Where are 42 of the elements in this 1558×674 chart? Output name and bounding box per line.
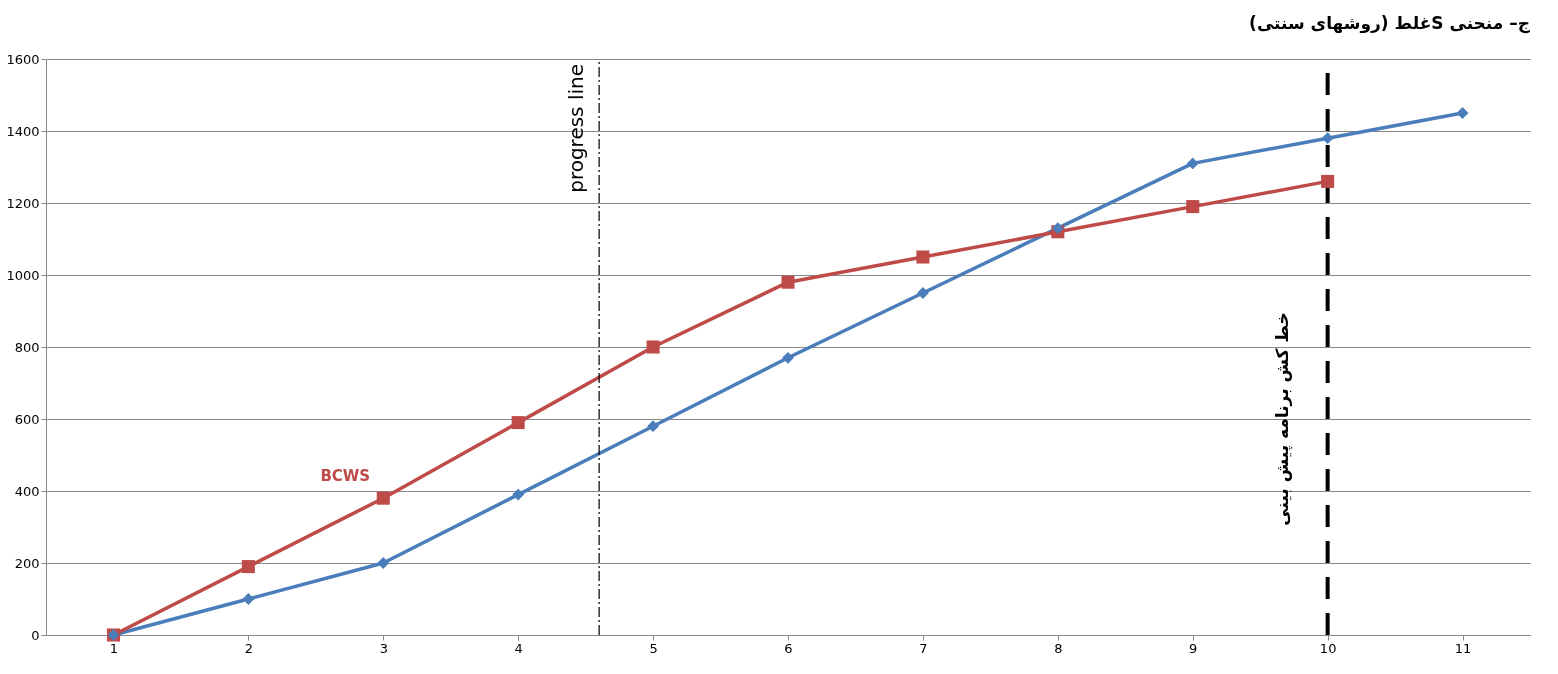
y-tick-label: 1400 — [6, 123, 40, 139]
x-tick-label: 7 — [919, 640, 928, 656]
point — [241, 560, 255, 574]
point — [376, 491, 390, 505]
x-tick-label: 11 — [1454, 640, 1472, 656]
point — [1186, 200, 1200, 214]
x-tick-label: 8 — [1054, 640, 1063, 656]
y-tick-label: 1000 — [6, 267, 40, 283]
ref-line-label: خط کش برنامه پیش بینی — [1271, 312, 1293, 526]
point — [782, 351, 794, 364]
y-tick-label: 0 — [31, 627, 40, 643]
y-tick-label: 200 — [14, 555, 40, 571]
x-tick-label: 5 — [649, 640, 658, 656]
x-tick-label: 9 — [1189, 640, 1198, 656]
point — [377, 557, 390, 569]
series-label: BCWS — [320, 467, 371, 486]
x-tick-label: 3 — [379, 640, 388, 656]
y-tick-label: 1600 — [6, 51, 40, 67]
y-tick-label: 600 — [14, 411, 40, 427]
ref-line-label: progress line — [564, 64, 589, 193]
y-tick-label: 800 — [14, 339, 40, 355]
point — [781, 275, 795, 289]
point — [511, 416, 525, 430]
point — [1051, 222, 1064, 235]
x-tick-label: 10 — [1319, 640, 1337, 656]
x-tick-label: 2 — [244, 640, 253, 656]
point — [647, 420, 660, 433]
x-tick-label: 1 — [109, 640, 119, 656]
x-tick-label: 4 — [514, 640, 523, 656]
y-tick-label: 400 — [14, 483, 40, 499]
point — [916, 287, 929, 299]
x-tick-label: 6 — [784, 640, 793, 656]
point — [1321, 174, 1335, 188]
point — [646, 340, 660, 354]
point — [1321, 132, 1334, 145]
y-tick-label: 1200 — [6, 195, 40, 211]
point — [512, 488, 525, 501]
chart-title: ج– منحنی Sغلط (روشهای سنتی) — [1249, 13, 1531, 34]
point — [916, 250, 930, 264]
point — [242, 593, 255, 605]
point — [1456, 107, 1469, 119]
point — [1186, 157, 1199, 170]
